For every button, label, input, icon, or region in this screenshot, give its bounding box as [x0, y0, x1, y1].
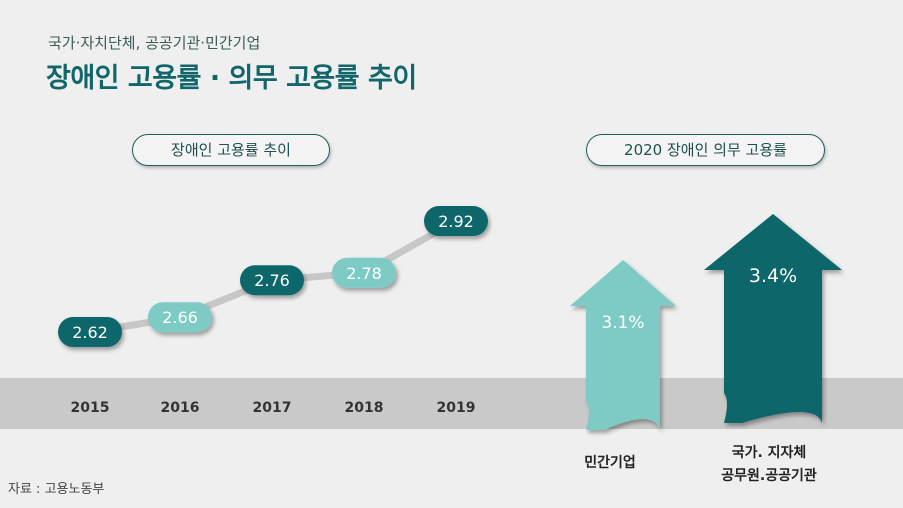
source-note: 자료 : 고용노동부 [8, 482, 105, 497]
year-label-2017: 2017 [253, 400, 292, 416]
rate-label-private: 3.1% [601, 313, 644, 333]
data-point-2017 [240, 265, 304, 296]
data-label-2017: 2.76 [254, 271, 290, 290]
category-label-private: 민간기업 [584, 455, 636, 471]
data-point-2016 [148, 302, 212, 333]
year-label-2015: 2015 [71, 400, 110, 416]
rate-arrow-public [704, 214, 842, 423]
year-label-2018: 2018 [345, 400, 384, 416]
year-label-2016: 2016 [161, 400, 200, 416]
rate-label-public: 3.4% [749, 265, 797, 287]
subtitle: 국가·자치단체, 공공기관·민간기업 [48, 34, 261, 52]
data-point-2015 [58, 317, 122, 347]
year-label-2019: 2019 [437, 400, 476, 416]
rate-arrow-private [570, 260, 676, 430]
line-chart-title-pill: 장애인 고용률 추이 [132, 134, 330, 166]
data-label-2015: 2.62 [72, 323, 108, 342]
category-label-public: 국가. 지자체 공무원.공공기관 [721, 445, 817, 484]
data-label-2019: 2.92 [438, 212, 474, 231]
data-point-2019 [424, 206, 488, 236]
page-title: 장애인 고용률 · 의무 고용률 추이 [46, 63, 417, 94]
data-point-2018 [332, 257, 396, 288]
arrow-chart-title-pill: 2020 장애인 의무 고용률 [586, 134, 825, 166]
data-label-2018: 2.78 [346, 264, 382, 283]
data-label-2016: 2.66 [162, 308, 198, 327]
